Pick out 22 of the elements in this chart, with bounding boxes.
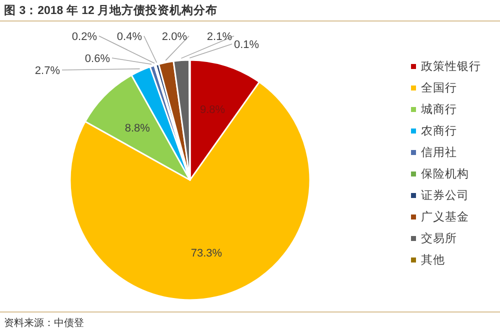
data-label: 73.3%	[190, 248, 222, 260]
data-label: 2.1%	[206, 31, 232, 43]
legend-label: 广义基金	[421, 210, 469, 224]
legend-label: 证券公司	[421, 189, 469, 202]
data-label: 0.4%	[116, 31, 142, 43]
legend-label: 交易所	[421, 231, 457, 245]
data-label: 0.2%	[72, 31, 98, 43]
data-label: 2.0%	[162, 31, 188, 43]
chart-title: 图 3：2018 年 12 月地方债投资机构分布	[4, 3, 218, 17]
data-label: 0.6%	[84, 53, 110, 65]
data-label: 0.1%	[234, 39, 260, 51]
data-label: 2.7%	[34, 65, 60, 77]
legend-label: 信用社	[421, 146, 457, 159]
legend-label: 保险机构	[421, 168, 469, 180]
data-label: 8.8%	[124, 122, 150, 134]
legend-label: 农商行	[421, 124, 457, 138]
legend-label: 其他	[421, 254, 445, 266]
legend-label: 全国行	[421, 82, 457, 94]
legend-label: 城商行	[420, 102, 457, 116]
text: 资料来源：中债登	[4, 317, 84, 329]
data-label: 9.8%	[200, 104, 226, 116]
legend-label: 政策性银行	[421, 60, 481, 73]
